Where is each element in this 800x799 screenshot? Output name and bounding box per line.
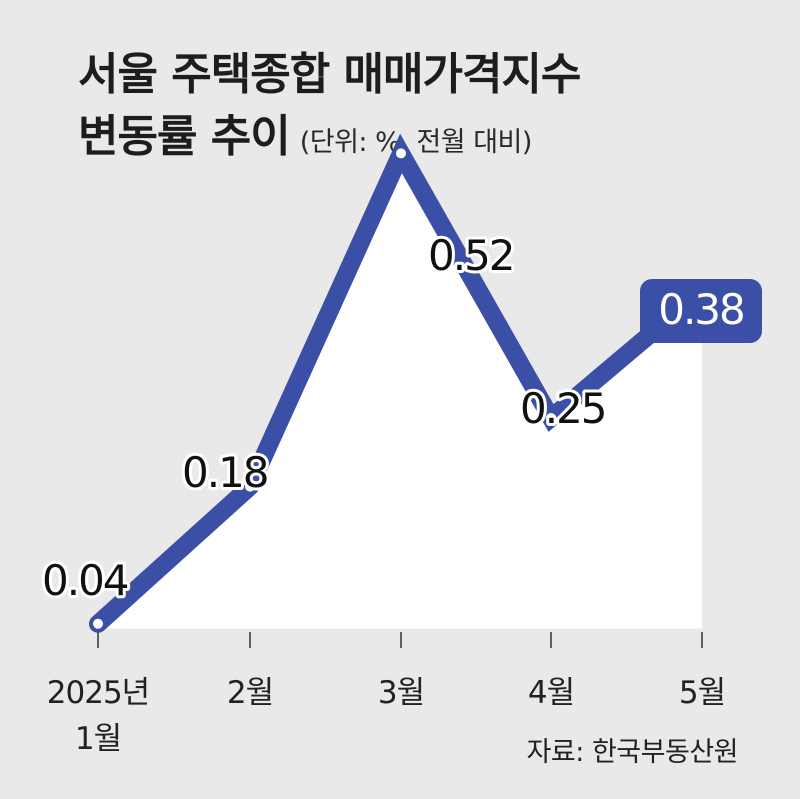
x-tick-label-1-line-2: 1월 (75, 721, 121, 757)
x-tick-label-2: 2월 (227, 675, 273, 711)
plot-area: 0.04 0.18 0.52 0.25 0.38 2025년 1월 2월 3월 4월 5월 (39, 133, 762, 757)
data-point-1 (91, 616, 105, 631)
data-label-3: 0.52 (428, 231, 514, 280)
data-label-1: 0.04 (42, 556, 128, 605)
data-point-3 (394, 146, 408, 161)
x-tick-label-1-line-1: 2025년 (47, 675, 149, 711)
x-tick-label-4: 4월 (528, 675, 574, 711)
data-label-4: 0.25 (520, 384, 606, 433)
source-note: 자료: 한국부동산원 (526, 737, 739, 768)
title-line-1: 서울 주택종합 매매가격지수 (78, 49, 581, 100)
highlight-badge (640, 279, 762, 343)
x-tick-label-3: 3월 (378, 675, 424, 711)
title-line-2-text: 변동률 추이 (78, 111, 291, 162)
x-tick-label-5: 5월 (679, 675, 725, 711)
data-point-4 (544, 411, 558, 425)
data-point-2 (243, 479, 257, 494)
data-label-2: 0.18 (182, 448, 268, 497)
area-fill (98, 153, 702, 628)
chart-title: 서울 주택종합 매매가격지수 변동률 추이 (단위: %, 전월 대비) (78, 44, 581, 174)
title-line-2: 변동률 추이 (단위: %, 전월 대비) (78, 106, 580, 174)
data-label-5: 0.38 (658, 285, 744, 334)
unit-note: (단위: %, 전월 대비) (299, 127, 533, 158)
